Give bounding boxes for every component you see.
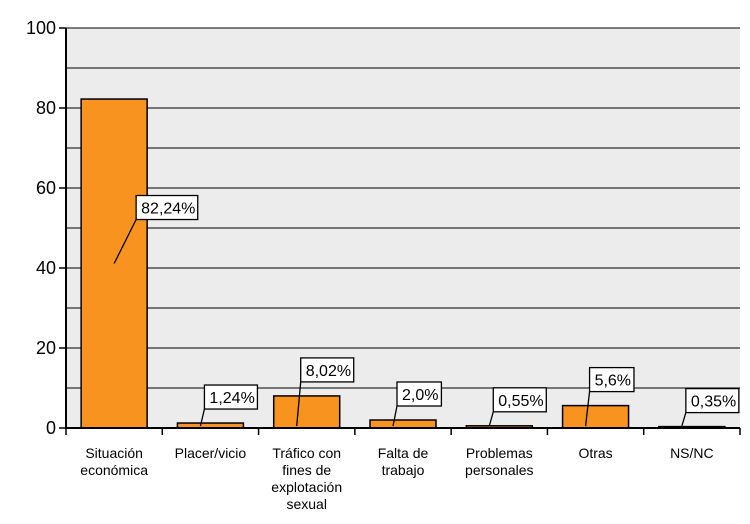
y-tick-label: 100 (26, 18, 56, 38)
label-leader (681, 412, 687, 427)
y-tick-label: 40 (36, 258, 56, 278)
y-tick-label: 20 (36, 338, 56, 358)
data-label-box (396, 381, 443, 407)
data-label-box (588, 366, 635, 393)
label-leader (584, 391, 591, 427)
x-category-label: Otras (578, 445, 612, 461)
bar (561, 404, 630, 429)
y-tick-label: 80 (36, 98, 56, 118)
label-leader (113, 219, 137, 264)
label-leader (296, 381, 302, 427)
data-label: 1,24% (209, 390, 254, 407)
y-tick-label: 60 (36, 178, 56, 198)
x-category-label: Falta de trabajo (378, 445, 429, 478)
x-category-label: Problemas personales (465, 445, 534, 478)
data-label: 0,55% (498, 393, 543, 410)
data-label-box (685, 387, 740, 414)
data-label: 8,02% (306, 363, 351, 380)
label-leader (488, 411, 494, 427)
data-label: 82,24% (141, 201, 195, 218)
data-label: 0,35% (691, 394, 736, 411)
data-labels: 82,24% 1,24% 8,02% 2,0% 0,55% 5,6% 0,35% (135, 194, 740, 414)
y-ticks: 0 20 40 60 80 100 (26, 18, 66, 438)
label-leader (199, 408, 206, 427)
x-category-label: Tráfico con fines de explotación sexual (271, 445, 342, 512)
y-tick-label: 0 (46, 418, 56, 438)
gridlines (66, 27, 740, 389)
bar (80, 98, 148, 429)
axes (65, 28, 740, 429)
x-category-label: Placer/vicio (175, 445, 247, 461)
x-category-label: Situación económica (80, 445, 148, 478)
data-label-box (492, 387, 547, 413)
data-label-box (203, 384, 259, 410)
data-label-box (300, 357, 355, 383)
label-leader (392, 405, 398, 427)
label-leaders (113, 219, 687, 427)
data-label: 2,0% (402, 387, 438, 404)
x-categories: Situación económica Placer/vicio Tráfico co… (65, 428, 741, 512)
bar (369, 419, 437, 429)
data-label-box (135, 194, 199, 221)
data-label: 5,6% (595, 373, 631, 390)
bar (272, 395, 341, 429)
x-category-label: NS/NC (670, 445, 714, 461)
